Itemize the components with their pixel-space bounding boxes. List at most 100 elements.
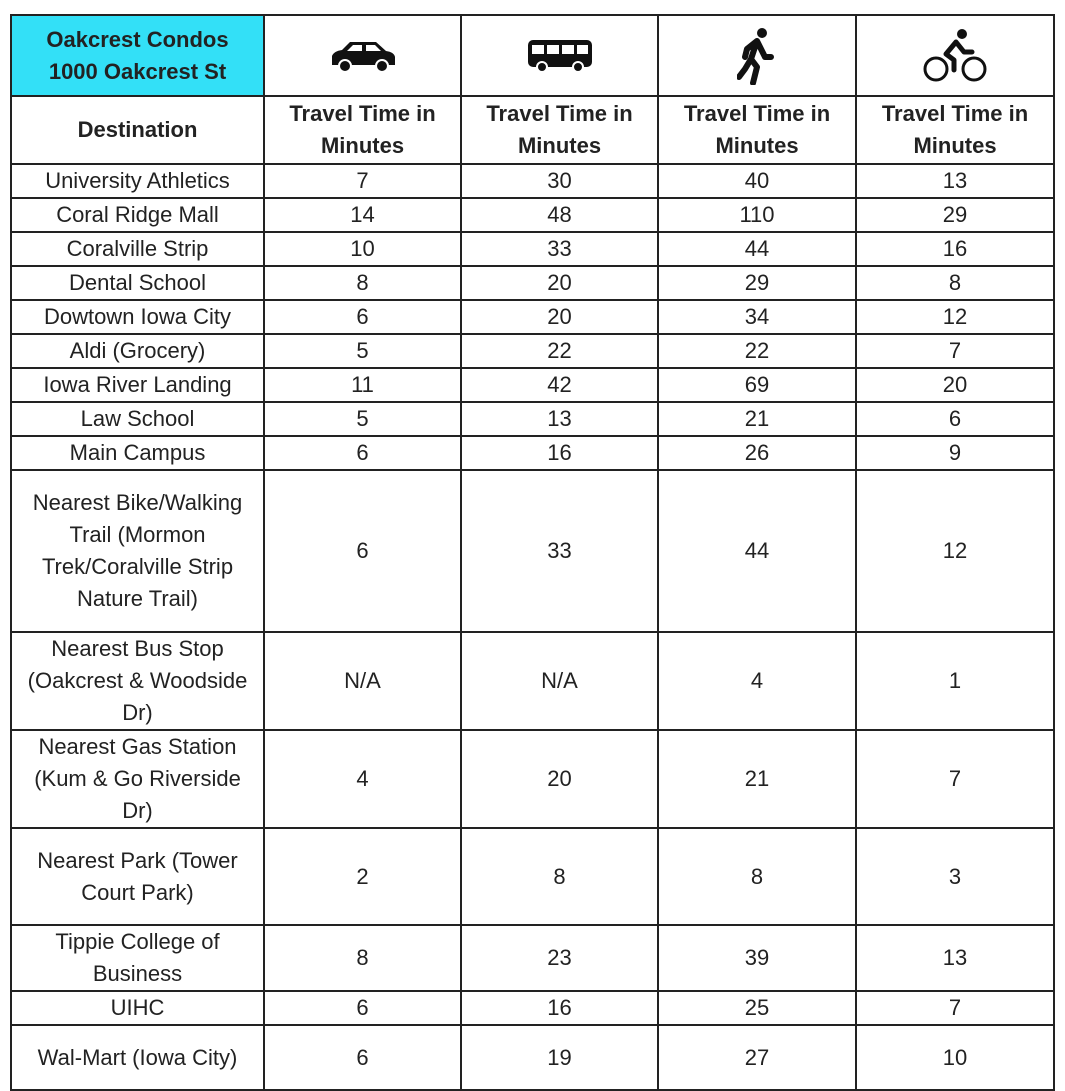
destination-cell: Nearest Gas Station (Kum & Go Riverside … [10,729,265,829]
time-cell: 8 [855,265,1055,301]
time-cell: 7 [855,990,1055,1026]
title-line: 1000 Oakcrest St [48,58,227,84]
time-cell: 29 [657,265,857,301]
time-cell: 39 [657,924,857,992]
time-cell: 10 [855,1024,1055,1091]
time-cell: 13 [855,163,1055,199]
time-cell: 42 [460,367,659,403]
time-cell: 9 [855,435,1055,471]
data-row: Aldi (Grocery) 5 22 22 7 [10,333,1055,369]
column-header: Travel Time in Minutes [460,95,659,165]
data-row: Main Campus 6 16 26 9 [10,435,1055,471]
time-cell: 4 [263,729,462,829]
time-cell: 110 [657,197,857,233]
walk-icon [657,14,857,97]
time-cell: 26 [657,435,857,471]
time-cell: 3 [855,827,1055,926]
time-cell: 4 [657,631,857,731]
data-row: Tippie College of Business 8 23 39 13 [10,924,1055,992]
time-cell: 6 [855,401,1055,437]
time-cell: 8 [657,827,857,926]
data-row: Dowtown Iowa City 6 20 34 12 [10,299,1055,335]
title-line: Oakcrest Condos [46,26,229,52]
column-header: Travel Time in Minutes [855,95,1055,165]
time-cell: 16 [460,435,659,471]
time-cell: 33 [460,469,659,633]
time-cell: 22 [657,333,857,369]
time-cell: 27 [657,1024,857,1091]
time-cell: 33 [460,231,659,267]
time-cell: 1 [855,631,1055,731]
time-cell: 21 [657,401,857,437]
time-cell: 8 [460,827,659,926]
destination-cell: Dowtown Iowa City [10,299,265,335]
destination-cell: Coral Ridge Mall [10,197,265,233]
destination-cell: Aldi (Grocery) [10,333,265,369]
time-cell: 16 [460,990,659,1026]
time-cell: 13 [460,401,659,437]
column-header: Travel Time in Minutes [263,95,462,165]
time-cell: 2 [263,827,462,926]
destination-cell: Dental School [10,265,265,301]
data-row: Nearest Park (Tower Court Park) 2 8 8 3 [10,827,1055,926]
time-cell: N/A [460,631,659,731]
data-row: Coralville Strip 10 33 44 16 [10,231,1055,267]
time-cell: 44 [657,231,857,267]
time-cell: 48 [460,197,659,233]
destination-cell: Iowa River Landing [10,367,265,403]
time-cell: N/A [263,631,462,731]
time-cell: 14 [263,197,462,233]
destination-cell: Tippie College of Business [10,924,265,992]
time-cell: 25 [657,990,857,1026]
destination-cell: Wal-Mart (Iowa City) [10,1024,265,1091]
time-cell: 30 [460,163,659,199]
time-cell: 23 [460,924,659,992]
travel-table: Oakcrest Condos 1000 Oakcrest St Destinat… [10,14,1055,1091]
destination-cell: UIHC [10,990,265,1026]
time-cell: 8 [263,265,462,301]
time-cell: 6 [263,990,462,1026]
bike-icon [855,14,1055,97]
time-cell: 19 [460,1024,659,1091]
time-cell: 8 [263,924,462,992]
time-cell: 7 [855,333,1055,369]
time-cell: 6 [263,469,462,633]
time-cell: 20 [855,367,1055,403]
time-cell: 13 [855,924,1055,992]
time-cell: 6 [263,1024,462,1091]
time-cell: 22 [460,333,659,369]
time-cell: 21 [657,729,857,829]
data-row: Law School 5 13 21 6 [10,401,1055,437]
data-row: Nearest Bike/Walking Trail (Mormon Trek/… [10,469,1055,633]
destination-cell: Nearest Park (Tower Court Park) [10,827,265,926]
destination-cell: Law School [10,401,265,437]
time-cell: 12 [855,469,1055,633]
time-cell: 10 [263,231,462,267]
car-icon [263,14,462,97]
destination-cell: Coralville Strip [10,231,265,267]
time-cell: 6 [263,435,462,471]
data-row: Dental School 8 20 29 8 [10,265,1055,301]
time-cell: 11 [263,367,462,403]
icon-row: Oakcrest Condos 1000 Oakcrest St [10,14,1055,97]
column-header: Destination [10,95,265,165]
bus-icon [460,14,659,97]
time-cell: 5 [263,401,462,437]
destination-cell: Nearest Bike/Walking Trail (Mormon Trek/… [10,469,265,633]
data-row: Coral Ridge Mall 14 48 110 29 [10,197,1055,233]
data-row: Wal-Mart (Iowa City) 6 19 27 10 [10,1024,1055,1091]
destination-cell: Nearest Bus Stop (Oakcrest & Woodside Dr… [10,631,265,731]
title-cell: Oakcrest Condos 1000 Oakcrest St [10,14,265,97]
time-cell: 7 [263,163,462,199]
time-cell: 16 [855,231,1055,267]
data-row: UIHC 6 16 25 7 [10,990,1055,1026]
time-cell: 7 [855,729,1055,829]
time-cell: 34 [657,299,857,335]
time-cell: 5 [263,333,462,369]
time-cell: 12 [855,299,1055,335]
data-row: Iowa River Landing 11 42 69 20 [10,367,1055,403]
time-cell: 20 [460,299,659,335]
destination-cell: University Athletics [10,163,265,199]
time-cell: 20 [460,265,659,301]
